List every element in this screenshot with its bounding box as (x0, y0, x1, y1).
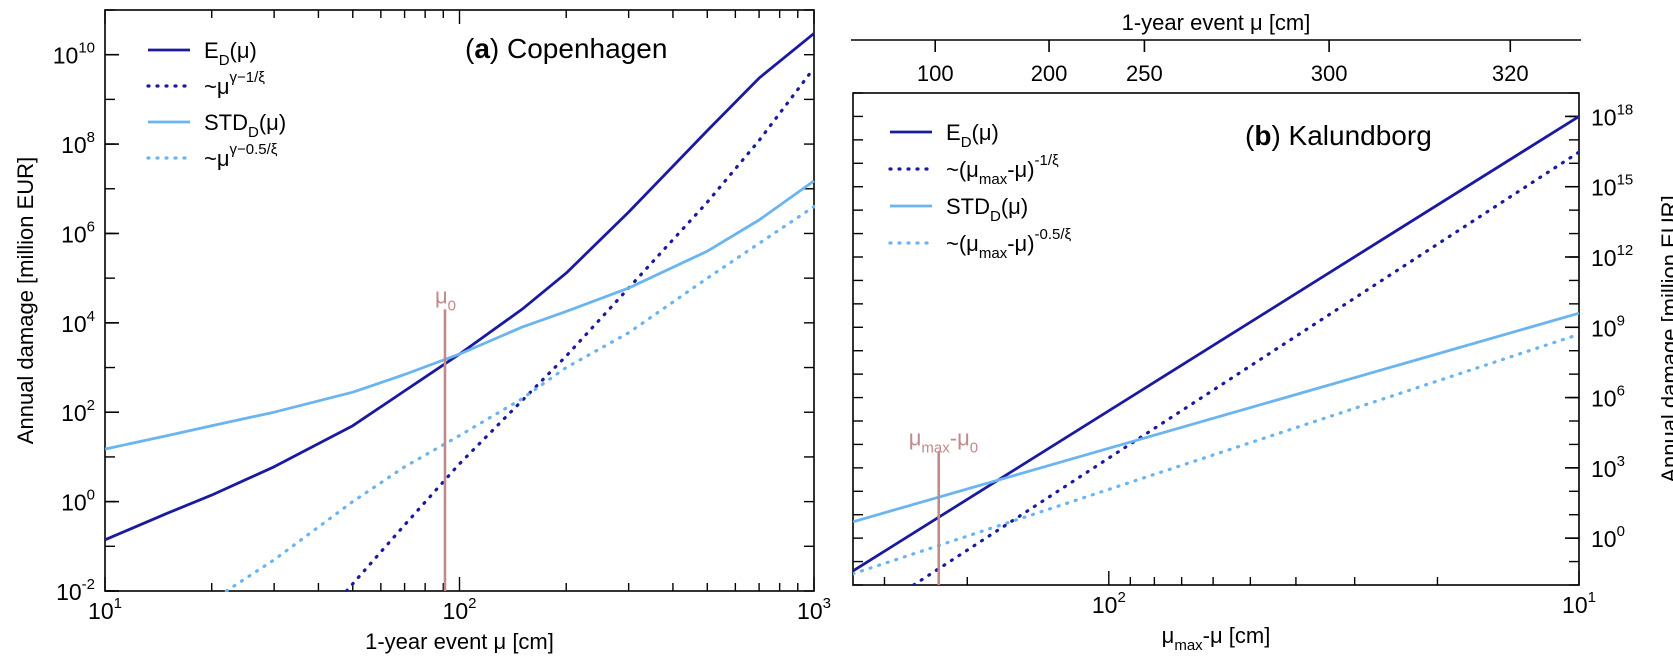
top-x-tick-label: 200 (1031, 61, 1068, 86)
panel-title: (b) Kalundborg (1245, 120, 1432, 151)
legend-entry: ED(μ) (204, 38, 257, 69)
series-group (105, 32, 815, 592)
series-line-3 (224, 205, 815, 592)
series-line-0 (853, 115, 1580, 573)
y-tick-label: 100 (61, 487, 95, 516)
panel-b-chart: 100 103 106 109 1012 1015 1018 102 101 μmax-μ [cm… (851, 10, 1673, 654)
top-x-tick-label: 320 (1492, 61, 1529, 86)
series-line-1 (912, 150, 1580, 586)
y-tick-label: 108 (61, 129, 95, 158)
top-x-tick-label: 250 (1126, 61, 1163, 86)
y-tick-label: 102 (61, 397, 95, 426)
annotation-label: μ0 (435, 283, 456, 314)
y-tick-label: 10-2 (56, 576, 95, 605)
series-group (853, 115, 1580, 586)
y-tick-label: 1010 (53, 40, 95, 69)
series-line-1 (344, 66, 815, 592)
y-tick-label: 104 (61, 308, 95, 337)
y-axis-label: Annual damage [million EUR] (13, 157, 38, 444)
legend-entry: ED(μ) (946, 120, 999, 151)
x-tick-label: 102 (1092, 589, 1126, 618)
y-tick-label: 106 (61, 218, 95, 247)
x-tick-label: 103 (797, 595, 831, 624)
top-x-tick-label: 300 (1311, 61, 1348, 86)
y-tick-label: 100 (1591, 523, 1625, 552)
x-tick-label: 101 (88, 595, 122, 624)
top-axis-label: 1-year event μ [cm] (1122, 10, 1311, 35)
x-axis-label: μmax-μ [cm] (1162, 623, 1271, 654)
x-tick-label: 102 (443, 595, 477, 624)
annotation-label: μmax-μ0 (909, 425, 978, 456)
plot-frame (852, 92, 1580, 586)
series-line-3 (853, 332, 1580, 576)
y-tick-label: 1012 (1591, 242, 1633, 271)
y-tick-label: 109 (1591, 312, 1625, 341)
x-tick-label: 101 (1562, 589, 1596, 618)
panel-a-chart: 10-2 100 102 104 106 108 1010 101 102 103 1-year e… (13, 9, 831, 654)
legend-entry: ~μγ−0.5/ξ (204, 141, 278, 171)
y-tick-label: 106 (1591, 383, 1625, 412)
y-tick-label: 1015 (1591, 172, 1633, 201)
panel-title: (a) Copenhagen (465, 33, 667, 64)
legend-entry: STDD(μ) (204, 110, 286, 141)
legend-entry: STDD(μ) (946, 194, 1028, 225)
series-line-2 (853, 311, 1580, 524)
series-line-2 (105, 179, 815, 451)
y-tick-label: 103 (1591, 453, 1625, 482)
top-x-tick-label: 100 (917, 61, 954, 86)
legend-entry: ~(μmax-μ)-1/ξ (946, 152, 1059, 188)
y-axis-label: Annual damage [million EUR] (1657, 195, 1673, 482)
legend-entry: ~μγ−1/ξ (204, 69, 265, 99)
x-axis-label: 1-year event μ [cm] (365, 629, 554, 654)
y-tick-label: 1018 (1591, 101, 1633, 130)
legend-entry: ~(μmax-μ)-0.5/ξ (946, 226, 1072, 262)
